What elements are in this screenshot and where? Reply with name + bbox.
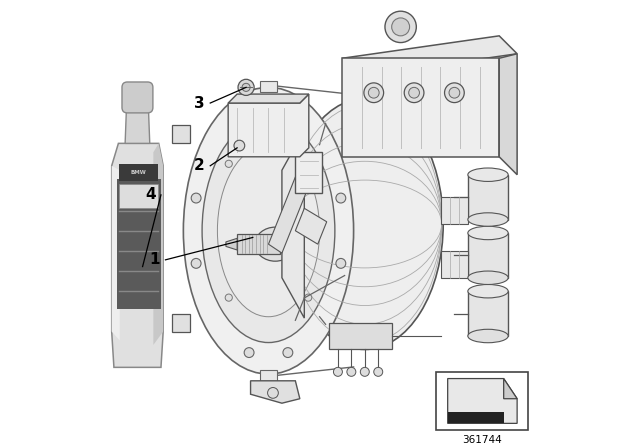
Bar	[448, 412, 504, 423]
Polygon shape	[448, 379, 517, 423]
Polygon shape	[342, 58, 499, 157]
Circle shape	[225, 294, 232, 301]
Bar	[436, 372, 528, 430]
Polygon shape	[112, 143, 163, 367]
Polygon shape	[117, 179, 161, 309]
Circle shape	[305, 294, 312, 301]
Polygon shape	[172, 125, 190, 143]
Circle shape	[268, 388, 278, 398]
Polygon shape	[296, 152, 322, 193]
Circle shape	[404, 83, 424, 103]
Circle shape	[347, 367, 356, 376]
Ellipse shape	[468, 329, 508, 343]
Polygon shape	[504, 379, 517, 399]
Polygon shape	[441, 197, 468, 224]
Ellipse shape	[468, 271, 508, 284]
Polygon shape	[468, 233, 508, 278]
Bar	[119, 184, 158, 208]
Text: BMW: BMW	[131, 170, 147, 175]
Circle shape	[234, 140, 244, 151]
Polygon shape	[282, 130, 305, 318]
Polygon shape	[228, 94, 309, 157]
Circle shape	[336, 193, 346, 203]
Polygon shape	[269, 177, 309, 253]
Circle shape	[244, 104, 254, 114]
Polygon shape	[260, 81, 278, 92]
Circle shape	[225, 160, 232, 168]
Ellipse shape	[468, 226, 508, 240]
Text: 4: 4	[145, 187, 156, 202]
Polygon shape	[329, 323, 392, 349]
Polygon shape	[125, 108, 150, 143]
Ellipse shape	[184, 87, 354, 374]
Circle shape	[242, 83, 250, 91]
Circle shape	[374, 367, 383, 376]
Circle shape	[385, 11, 417, 43]
Circle shape	[244, 348, 254, 358]
Ellipse shape	[468, 284, 508, 298]
Circle shape	[238, 79, 254, 95]
Circle shape	[333, 367, 342, 376]
Circle shape	[283, 104, 292, 114]
Circle shape	[305, 160, 312, 168]
Text: 3: 3	[194, 95, 205, 111]
Circle shape	[449, 87, 460, 98]
FancyBboxPatch shape	[122, 82, 153, 113]
Ellipse shape	[468, 213, 508, 226]
Polygon shape	[112, 166, 120, 340]
Polygon shape	[154, 143, 163, 345]
Polygon shape	[468, 175, 508, 220]
Polygon shape	[499, 54, 517, 175]
Ellipse shape	[468, 168, 508, 181]
Polygon shape	[228, 94, 309, 103]
Circle shape	[283, 348, 292, 358]
Polygon shape	[251, 381, 300, 403]
Text: 1: 1	[150, 252, 160, 267]
Polygon shape	[226, 238, 237, 250]
Polygon shape	[260, 370, 278, 381]
Circle shape	[369, 87, 379, 98]
Ellipse shape	[255, 227, 296, 261]
Polygon shape	[237, 234, 280, 254]
Ellipse shape	[287, 99, 444, 349]
Text: 361744: 361744	[463, 435, 502, 445]
Polygon shape	[468, 291, 508, 336]
Polygon shape	[441, 251, 468, 278]
Circle shape	[360, 367, 369, 376]
Circle shape	[409, 87, 419, 98]
Circle shape	[191, 258, 201, 268]
Bar	[119, 164, 158, 181]
Polygon shape	[172, 314, 190, 332]
Circle shape	[392, 18, 410, 36]
Polygon shape	[296, 208, 327, 244]
Text: 2: 2	[194, 158, 205, 173]
Circle shape	[336, 258, 346, 268]
Ellipse shape	[218, 145, 319, 317]
Circle shape	[364, 83, 383, 103]
Polygon shape	[342, 36, 517, 76]
Circle shape	[445, 83, 464, 103]
Circle shape	[191, 193, 201, 203]
Ellipse shape	[202, 119, 335, 343]
